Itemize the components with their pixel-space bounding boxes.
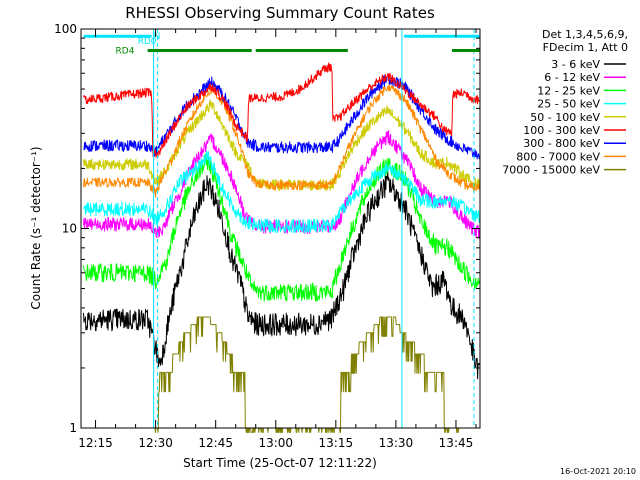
x-tick-label: 13:45 [439,436,474,450]
series-trace-5 [83,62,480,158]
chart-title: RHESSI Observing Summary Count Rates [125,4,435,22]
legend-label-2: 12 - 25 keV [537,84,600,97]
legend-label-6: 300 - 800 keV [523,137,600,150]
y-axis-label: Count Rate (s⁻¹ detector⁻¹) [29,146,43,309]
legend-header-line-2: FDecim 1, Att 0 [543,41,628,54]
legend-header-line-1: Det 1,3,4,5,6,9, [542,28,628,41]
x-tick-label: 12:15 [78,436,113,450]
flag-label-2: RD4 [116,47,135,57]
series-trace-2 [83,152,480,302]
trace-layer [83,62,480,433]
flag-label-1: RD0 [138,37,157,47]
legend-label-4: 50 - 100 keV [530,111,600,124]
x-tick-label: 12:30 [138,436,173,450]
x-tick-label: 13:15 [319,436,354,450]
y-tick-label: 1 [69,421,77,435]
legend: Det 1,3,4,5,6,9, FDecim 1, Att 0 3 - 6 k… [502,28,628,177]
x-tick-label: 13:00 [258,436,293,450]
x-axis: 12:15 12:30 12:45 13:00 13:15 13:30 13:45 [78,29,477,450]
series-trace-7 [83,83,480,198]
x-tick-label: 12:45 [198,436,233,450]
legend-label-1: 6 - 12 keV [544,71,600,84]
legend-label-7: 800 - 7000 keV [516,150,600,163]
timestamp: 16-Oct-2021 20:10 [560,467,636,476]
flag-label-0: N [154,32,161,42]
x-tick-label: 13:30 [379,436,414,450]
series-trace-8 [151,316,460,433]
series-trace-4 [83,99,480,192]
x-axis-label: Start Time (25-Oct-07 12:11:22) [183,456,377,470]
legend-label-8: 7000 - 15000 keV [502,164,600,177]
legend-label-0: 3 - 6 keV [551,58,600,71]
legend-label-5: 100 - 300 keV [523,124,600,137]
y-tick-label: 10 [62,222,77,236]
y-axis: 1 10 100 [54,22,480,435]
series-trace-0 [83,171,480,380]
series-trace-6 [83,74,480,160]
y-tick-label: 100 [54,22,77,36]
series-trace-3 [83,150,480,234]
legend-label-3: 25 - 50 keV [537,98,600,111]
